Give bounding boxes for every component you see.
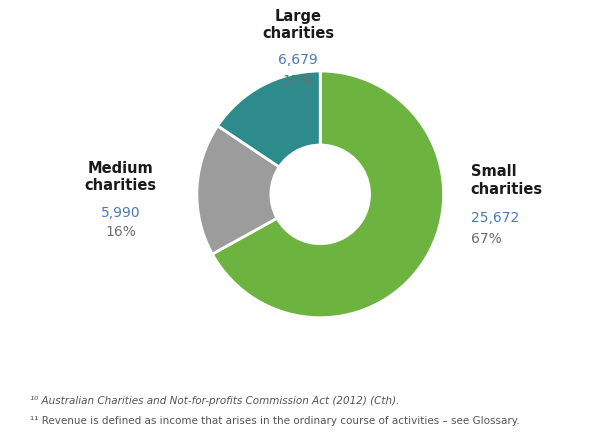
Wedge shape — [218, 72, 320, 168]
Wedge shape — [197, 127, 279, 254]
Text: ¹¹ Revenue is defined as income that arises in the ordinary course of activities: ¹¹ Revenue is defined as income that ari… — [30, 415, 519, 425]
Text: 16%: 16% — [105, 225, 136, 239]
Text: ¹⁰ Australian Charities and Not-for-profits Commission Act (2012) (Cth).: ¹⁰ Australian Charities and Not-for-prof… — [30, 395, 399, 405]
Text: Large
charities: Large charities — [262, 9, 334, 41]
Text: Medium
charities: Medium charities — [84, 160, 157, 193]
Text: 6,679: 6,679 — [278, 53, 318, 67]
Text: 67%: 67% — [471, 231, 502, 245]
Text: 17%: 17% — [283, 74, 313, 88]
Text: 5,990: 5,990 — [101, 205, 140, 219]
Text: 25,672: 25,672 — [471, 210, 519, 224]
Wedge shape — [212, 72, 444, 318]
Text: Small
charities: Small charities — [471, 164, 543, 196]
